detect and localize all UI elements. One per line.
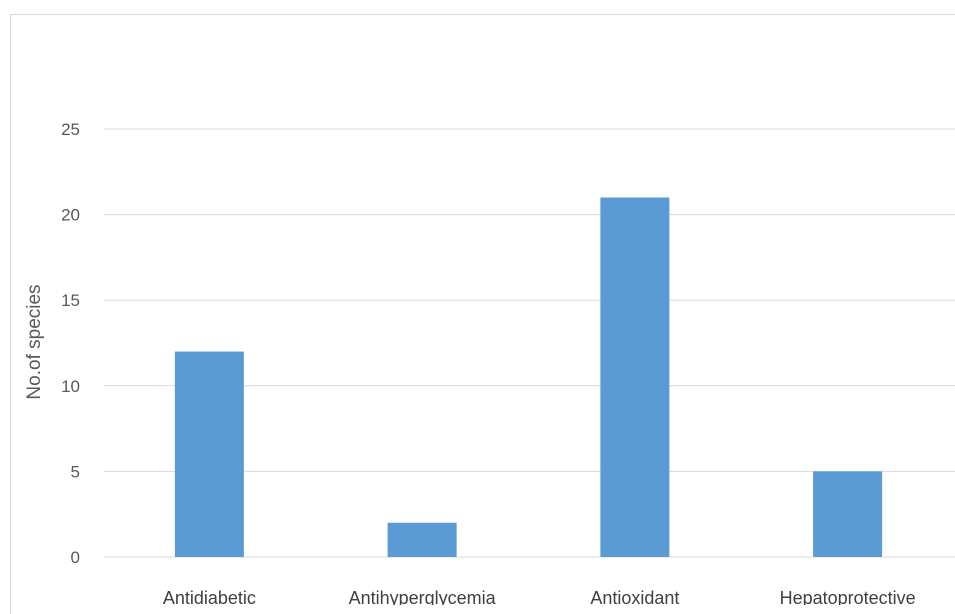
y-tick-label: 20: [61, 206, 80, 225]
y-axis-ticks: 0 5 10 15 20 25: [61, 120, 80, 567]
bar-antihyperglycemia: [387, 522, 457, 557]
bar-antioxidant: [600, 197, 670, 558]
bars: [174, 197, 883, 558]
x-category-label: Antihyperglycemia: [349, 588, 497, 605]
y-tick-label: 15: [61, 291, 80, 310]
chart-frame: [10, 14, 955, 614]
y-axis-label: No.of species: [24, 284, 45, 399]
x-axis-categories: Antidiabetic Antihyperglycemia Antioxidant…: [163, 588, 916, 605]
y-tick-label: 5: [71, 462, 80, 481]
y-tick-label: 10: [61, 377, 80, 396]
bar-hepatoprotective: [813, 471, 883, 557]
x-category-label: Antidiabetic: [163, 588, 256, 605]
x-category-label: Hepatoprotective: [780, 588, 916, 605]
y-tick-label: 25: [61, 120, 80, 139]
x-category-label: Antioxidant: [590, 588, 679, 605]
y-tick-label: 0: [71, 548, 80, 567]
bar-antidiabetic: [174, 351, 244, 557]
